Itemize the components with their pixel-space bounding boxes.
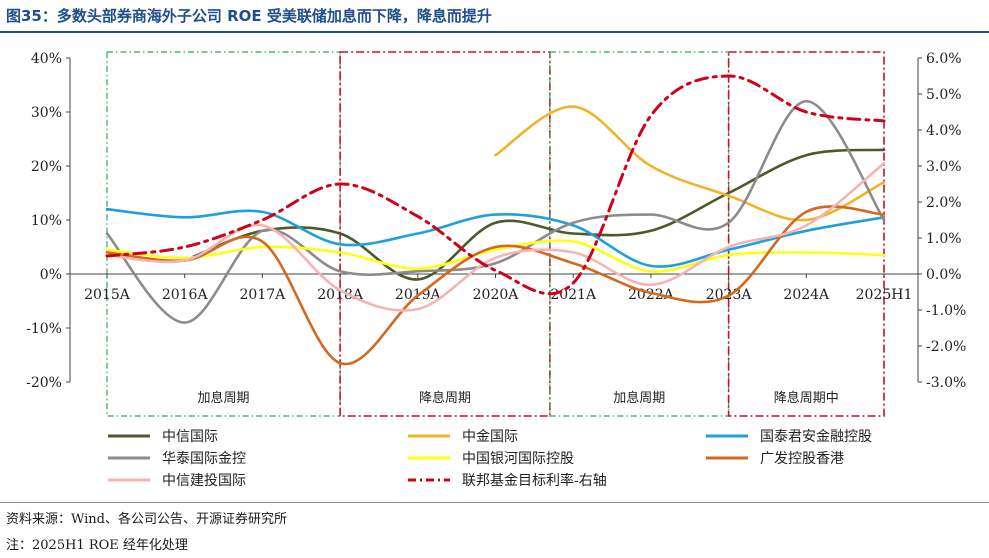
legend-label-cicc: 中金国际 <box>462 429 518 445</box>
series-line-gf <box>105 205 886 366</box>
legend-label-csc: 中信建投国际 <box>162 473 246 489</box>
period-box-4 <box>727 51 885 417</box>
x-tick-label: 2018A <box>317 287 364 303</box>
legend-label-htsc: 华泰国际金控 <box>162 451 246 467</box>
series-line-fed-rate <box>105 74 886 296</box>
legend-label-gf: 广发控股香港 <box>760 451 844 467</box>
source-note: 资料来源：Wind、各公司公告、开源证券研究所 <box>6 512 287 527</box>
period-label-4: 降息周期中 <box>774 390 839 406</box>
chart-title: 图35：多数头部券商海外子公司 ROE 受美联储加息而下降，降息而提升 <box>6 7 492 25</box>
right-tick-label: 1.0% <box>926 231 962 247</box>
legend-label-citic: 中信国际 <box>162 429 218 445</box>
title-divider <box>0 31 989 33</box>
footnote: 注：2025H1 ROE 经年化处理 <box>6 538 188 553</box>
right-tick-label: -1.0% <box>926 303 966 319</box>
series-line-htsc <box>105 99 886 324</box>
right-tick-label: 0.0% <box>926 267 962 283</box>
right-tick-label: 2.0% <box>926 195 962 211</box>
x-tick-label: 2021A <box>550 287 597 303</box>
x-tick-label: 2024A <box>783 287 830 303</box>
x-tick-label: 2017A <box>240 287 287 303</box>
left-tick-label: 20% <box>31 159 62 175</box>
series-line-galaxy <box>105 239 886 273</box>
period-box-2 <box>339 51 551 417</box>
series-line-gtja <box>105 207 886 268</box>
x-tick-label: 2020A <box>473 287 520 303</box>
left-tick-label: 0% <box>40 267 62 283</box>
right-tick-label: -3.0% <box>926 375 966 391</box>
left-tick-label: -10% <box>26 321 62 337</box>
legend-label-galaxy: 中国银河国际控股 <box>462 451 574 467</box>
period-label-1: 加息周期 <box>198 390 250 406</box>
period-label-2: 降息周期 <box>419 390 471 406</box>
period-box-3 <box>549 51 730 417</box>
right-tick-label: 4.0% <box>926 123 962 139</box>
left-tick-label: 40% <box>31 51 62 67</box>
right-tick-label: 5.0% <box>926 87 962 103</box>
legend-label-fed-rate: 联邦基金目标利率-右轴 <box>462 472 607 489</box>
line-chart: 加息周期 降息周期 加息周期 降息周期中 40% 30% 20% 10% 0% -10% -20%… <box>26 51 966 489</box>
right-tick-label: 3.0% <box>926 159 962 175</box>
series-line-citic <box>183 148 886 281</box>
x-tick-label: 2016A <box>162 287 209 303</box>
right-tick-label: 6.0% <box>926 51 962 67</box>
left-tick-label: -20% <box>26 375 62 391</box>
x-tick-label: 2015A <box>84 287 131 303</box>
right-tick-label: -2.0% <box>926 339 966 355</box>
series-line-cicc <box>494 105 886 222</box>
x-tick-label: 2025H1 <box>856 287 913 303</box>
legend-label-gtja: 国泰君安金融控股 <box>760 429 872 445</box>
footer-divider <box>0 502 989 503</box>
left-tick-label: 10% <box>31 213 62 229</box>
left-tick-label: 30% <box>31 105 62 121</box>
period-label-3: 加息周期 <box>613 390 665 406</box>
